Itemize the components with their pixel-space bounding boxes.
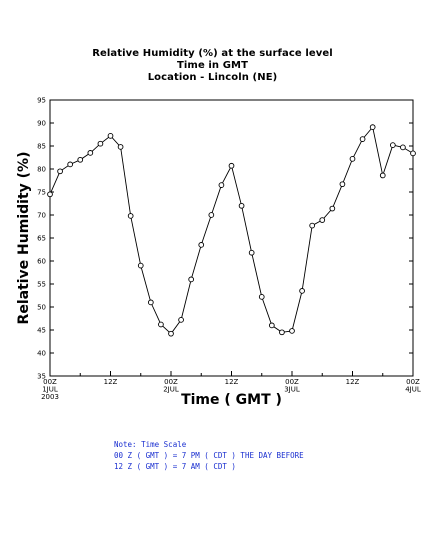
- data-point: [359, 136, 366, 142]
- chart-subtitle-time: Time in GMT: [176, 60, 249, 71]
- y-tick-label: 80: [37, 166, 46, 174]
- x-axis-title: Time ( GMT ): [181, 392, 282, 408]
- y-tick-label: 55: [37, 281, 46, 289]
- data-point: [87, 150, 94, 156]
- data-point: [57, 168, 63, 175]
- data-point: [178, 317, 184, 323]
- data-point: [117, 144, 124, 150]
- data-point: [158, 321, 164, 328]
- y-axis-title: Relative Humidity (%): [16, 152, 32, 325]
- data-point: [198, 242, 205, 248]
- x-tick-label: 4JUL: [405, 386, 421, 394]
- y-tick-label: 90: [37, 120, 46, 128]
- x-tick-label: 2JUL: [163, 386, 179, 394]
- y-axis-ticks: 35 40 45 50 55 60 65 70 75 80 85 90 95: [37, 97, 413, 381]
- y-tick-label: 70: [37, 212, 46, 220]
- data-point: [369, 124, 376, 130]
- x-tick-label: 00Z: [164, 378, 178, 386]
- data-point: [299, 288, 305, 294]
- x-tick-label: 12Z: [104, 378, 118, 386]
- x-tick-label: 3JUL: [284, 386, 300, 394]
- data-point: [379, 172, 386, 179]
- data-point: [228, 162, 235, 169]
- data-point: [329, 205, 336, 212]
- data-point: [47, 191, 53, 198]
- y-tick-label: 60: [37, 258, 46, 266]
- chart-subtitle-location: Location - Lincoln (NE): [147, 72, 278, 83]
- data-point: [107, 133, 114, 139]
- x-tick-label: 00Z: [406, 378, 420, 386]
- y-tick-label: 85: [37, 143, 46, 151]
- data-point: [127, 213, 134, 219]
- data-point: [188, 276, 195, 283]
- data-point: [258, 294, 265, 300]
- data-point: [268, 322, 275, 329]
- plot-frame: [49, 99, 414, 377]
- data-point: [400, 144, 406, 151]
- data-point: [309, 222, 316, 229]
- data-point: [67, 161, 74, 168]
- note-line-12z: 12 Z ( GMT ) = 7 AM ( CDT ): [114, 462, 236, 471]
- series-line: [49, 126, 414, 335]
- data-point: [279, 329, 285, 336]
- data-point: [349, 156, 356, 162]
- y-tick-label: 75: [37, 189, 46, 197]
- data-point: [147, 299, 154, 306]
- y-tick-label: 45: [37, 327, 46, 335]
- data-point: [77, 156, 84, 163]
- data-point: [339, 181, 346, 188]
- y-tick-label: 65: [37, 235, 46, 243]
- data-point: [248, 249, 255, 256]
- data-point: [410, 150, 416, 157]
- data-point: [319, 217, 326, 223]
- x-tick-label: 00Z: [285, 378, 299, 386]
- y-tick-label: 50: [37, 304, 46, 312]
- note-heading: Note: Time Scale: [114, 440, 187, 449]
- data-point: [218, 182, 225, 188]
- y-tick-label: 35: [37, 373, 46, 381]
- x-tick-label: 12Z: [225, 378, 239, 386]
- data-point: [97, 140, 104, 147]
- data-point: [238, 202, 245, 209]
- data-point: [208, 212, 215, 218]
- x-tick-label: 1JUL: [42, 386, 58, 394]
- x-tick-label: 00Z: [43, 378, 57, 386]
- x-tick-label: 2003: [41, 393, 59, 401]
- chart-title: Relative Humidity (%) at the surface lev…: [92, 48, 333, 59]
- data-point: [168, 330, 174, 337]
- data-point: [289, 328, 295, 334]
- x-tick-label: 12Z: [346, 378, 360, 386]
- data-point: [389, 142, 396, 148]
- data-points: [47, 124, 416, 337]
- y-tick-label: 95: [37, 97, 46, 105]
- data-point: [137, 262, 144, 269]
- note-line-00z: 00 Z ( GMT ) = 7 PM ( CDT ) THE DAY BEFO…: [114, 451, 304, 460]
- y-tick-label: 40: [37, 350, 46, 358]
